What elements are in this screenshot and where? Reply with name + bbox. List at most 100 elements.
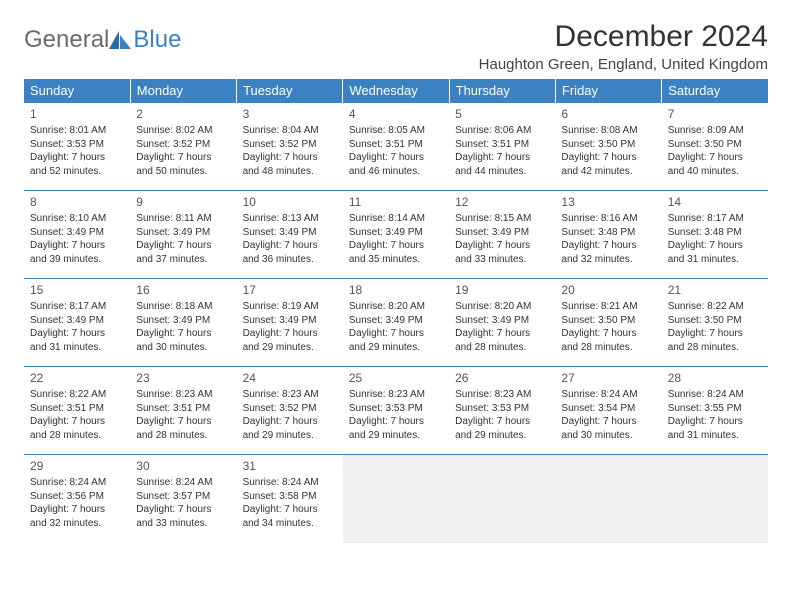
calendar-day-cell: 10Sunrise: 8:13 AMSunset: 3:49 PMDayligh… bbox=[237, 191, 343, 279]
day-daylight2: and 48 minutes. bbox=[243, 165, 337, 179]
day-sunset: Sunset: 3:49 PM bbox=[136, 226, 230, 240]
day-sunrise: Sunrise: 8:22 AM bbox=[668, 300, 762, 314]
calendar-day-cell: 5Sunrise: 8:06 AMSunset: 3:51 PMDaylight… bbox=[449, 103, 555, 191]
day-daylight1: Daylight: 7 hours bbox=[136, 503, 230, 517]
day-sunrise: Sunrise: 8:09 AM bbox=[668, 124, 762, 138]
location: Haughton Green, England, United Kingdom bbox=[479, 56, 768, 73]
calendar-day-cell: 28Sunrise: 8:24 AMSunset: 3:55 PMDayligh… bbox=[662, 367, 768, 455]
day-sunset: Sunset: 3:53 PM bbox=[30, 138, 124, 152]
day-daylight1: Daylight: 7 hours bbox=[30, 503, 124, 517]
day-sunset: Sunset: 3:49 PM bbox=[243, 226, 337, 240]
calendar-day-cell: 25Sunrise: 8:23 AMSunset: 3:53 PMDayligh… bbox=[343, 367, 449, 455]
day-daylight1: Daylight: 7 hours bbox=[561, 415, 655, 429]
day-sunrise: Sunrise: 8:24 AM bbox=[136, 476, 230, 490]
day-daylight1: Daylight: 7 hours bbox=[668, 239, 762, 253]
day-daylight2: and 33 minutes. bbox=[136, 517, 230, 531]
day-sunset: Sunset: 3:48 PM bbox=[561, 226, 655, 240]
day-daylight2: and 30 minutes. bbox=[561, 429, 655, 443]
day-sunset: Sunset: 3:52 PM bbox=[243, 402, 337, 416]
day-number: 15 bbox=[30, 282, 124, 298]
day-number: 12 bbox=[455, 194, 549, 210]
day-daylight2: and 30 minutes. bbox=[136, 341, 230, 355]
weekday-header: Monday bbox=[130, 79, 236, 103]
day-sunrise: Sunrise: 8:24 AM bbox=[561, 388, 655, 402]
calendar-day-cell: 21Sunrise: 8:22 AMSunset: 3:50 PMDayligh… bbox=[662, 279, 768, 367]
day-sunset: Sunset: 3:49 PM bbox=[349, 226, 443, 240]
calendar-day-cell: 24Sunrise: 8:23 AMSunset: 3:52 PMDayligh… bbox=[237, 367, 343, 455]
calendar-day-cell: 16Sunrise: 8:18 AMSunset: 3:49 PMDayligh… bbox=[130, 279, 236, 367]
calendar-day-cell: 11Sunrise: 8:14 AMSunset: 3:49 PMDayligh… bbox=[343, 191, 449, 279]
day-daylight2: and 29 minutes. bbox=[349, 341, 443, 355]
calendar-day-cell: 13Sunrise: 8:16 AMSunset: 3:48 PMDayligh… bbox=[555, 191, 661, 279]
calendar-day-cell: 20Sunrise: 8:21 AMSunset: 3:50 PMDayligh… bbox=[555, 279, 661, 367]
day-daylight2: and 29 minutes. bbox=[349, 429, 443, 443]
day-sunset: Sunset: 3:53 PM bbox=[455, 402, 549, 416]
day-daylight2: and 28 minutes. bbox=[455, 341, 549, 355]
day-daylight2: and 32 minutes. bbox=[30, 517, 124, 531]
day-sunrise: Sunrise: 8:24 AM bbox=[30, 476, 124, 490]
day-sunrise: Sunrise: 8:16 AM bbox=[561, 212, 655, 226]
day-daylight2: and 29 minutes. bbox=[243, 341, 337, 355]
calendar-week-row: 1Sunrise: 8:01 AMSunset: 3:53 PMDaylight… bbox=[24, 103, 768, 191]
day-sunrise: Sunrise: 8:20 AM bbox=[455, 300, 549, 314]
day-sunrise: Sunrise: 8:15 AM bbox=[455, 212, 549, 226]
day-sunset: Sunset: 3:51 PM bbox=[30, 402, 124, 416]
day-sunset: Sunset: 3:58 PM bbox=[243, 490, 337, 504]
day-sunrise: Sunrise: 8:20 AM bbox=[349, 300, 443, 314]
logo: General Blue bbox=[24, 20, 181, 54]
day-number: 11 bbox=[349, 194, 443, 210]
day-sunrise: Sunrise: 8:24 AM bbox=[668, 388, 762, 402]
day-sunset: Sunset: 3:50 PM bbox=[561, 314, 655, 328]
day-sunset: Sunset: 3:50 PM bbox=[668, 138, 762, 152]
day-daylight1: Daylight: 7 hours bbox=[668, 415, 762, 429]
day-number: 25 bbox=[349, 370, 443, 386]
calendar-day-cell bbox=[343, 455, 449, 543]
day-number: 8 bbox=[30, 194, 124, 210]
day-sunset: Sunset: 3:49 PM bbox=[455, 226, 549, 240]
day-sunrise: Sunrise: 8:05 AM bbox=[349, 124, 443, 138]
day-daylight2: and 50 minutes. bbox=[136, 165, 230, 179]
day-number: 14 bbox=[668, 194, 762, 210]
day-sunrise: Sunrise: 8:23 AM bbox=[136, 388, 230, 402]
day-sunrise: Sunrise: 8:08 AM bbox=[561, 124, 655, 138]
day-daylight1: Daylight: 7 hours bbox=[561, 327, 655, 341]
day-daylight2: and 33 minutes. bbox=[455, 253, 549, 267]
day-number: 17 bbox=[243, 282, 337, 298]
title-block: December 2024 Haughton Green, England, U… bbox=[479, 20, 768, 73]
day-sunrise: Sunrise: 8:06 AM bbox=[455, 124, 549, 138]
day-daylight1: Daylight: 7 hours bbox=[30, 151, 124, 165]
calendar-day-cell: 1Sunrise: 8:01 AMSunset: 3:53 PMDaylight… bbox=[24, 103, 130, 191]
day-daylight2: and 31 minutes. bbox=[668, 429, 762, 443]
day-number: 10 bbox=[243, 194, 337, 210]
day-sunset: Sunset: 3:49 PM bbox=[30, 314, 124, 328]
day-daylight1: Daylight: 7 hours bbox=[30, 327, 124, 341]
calendar-day-cell: 4Sunrise: 8:05 AMSunset: 3:51 PMDaylight… bbox=[343, 103, 449, 191]
day-number: 4 bbox=[349, 106, 443, 122]
day-daylight2: and 28 minutes. bbox=[668, 341, 762, 355]
day-sunset: Sunset: 3:51 PM bbox=[136, 402, 230, 416]
calendar-day-cell: 23Sunrise: 8:23 AMSunset: 3:51 PMDayligh… bbox=[130, 367, 236, 455]
day-number: 26 bbox=[455, 370, 549, 386]
day-daylight1: Daylight: 7 hours bbox=[561, 151, 655, 165]
day-daylight2: and 28 minutes. bbox=[136, 429, 230, 443]
day-number: 3 bbox=[243, 106, 337, 122]
calendar-day-cell: 12Sunrise: 8:15 AMSunset: 3:49 PMDayligh… bbox=[449, 191, 555, 279]
day-sunset: Sunset: 3:51 PM bbox=[349, 138, 443, 152]
calendar-day-cell: 31Sunrise: 8:24 AMSunset: 3:58 PMDayligh… bbox=[237, 455, 343, 543]
day-daylight1: Daylight: 7 hours bbox=[349, 327, 443, 341]
day-daylight1: Daylight: 7 hours bbox=[136, 327, 230, 341]
day-number: 24 bbox=[243, 370, 337, 386]
day-sunrise: Sunrise: 8:21 AM bbox=[561, 300, 655, 314]
header: General Blue December 2024 Haughton Gree… bbox=[24, 20, 768, 73]
day-daylight1: Daylight: 7 hours bbox=[30, 415, 124, 429]
day-daylight2: and 40 minutes. bbox=[668, 165, 762, 179]
day-sunrise: Sunrise: 8:17 AM bbox=[668, 212, 762, 226]
day-daylight1: Daylight: 7 hours bbox=[243, 239, 337, 253]
calendar-day-cell: 8Sunrise: 8:10 AMSunset: 3:49 PMDaylight… bbox=[24, 191, 130, 279]
day-daylight2: and 28 minutes. bbox=[561, 341, 655, 355]
day-sunset: Sunset: 3:57 PM bbox=[136, 490, 230, 504]
day-sunrise: Sunrise: 8:17 AM bbox=[30, 300, 124, 314]
calendar-week-row: 29Sunrise: 8:24 AMSunset: 3:56 PMDayligh… bbox=[24, 455, 768, 543]
calendar-day-cell: 29Sunrise: 8:24 AMSunset: 3:56 PMDayligh… bbox=[24, 455, 130, 543]
calendar-week-row: 15Sunrise: 8:17 AMSunset: 3:49 PMDayligh… bbox=[24, 279, 768, 367]
